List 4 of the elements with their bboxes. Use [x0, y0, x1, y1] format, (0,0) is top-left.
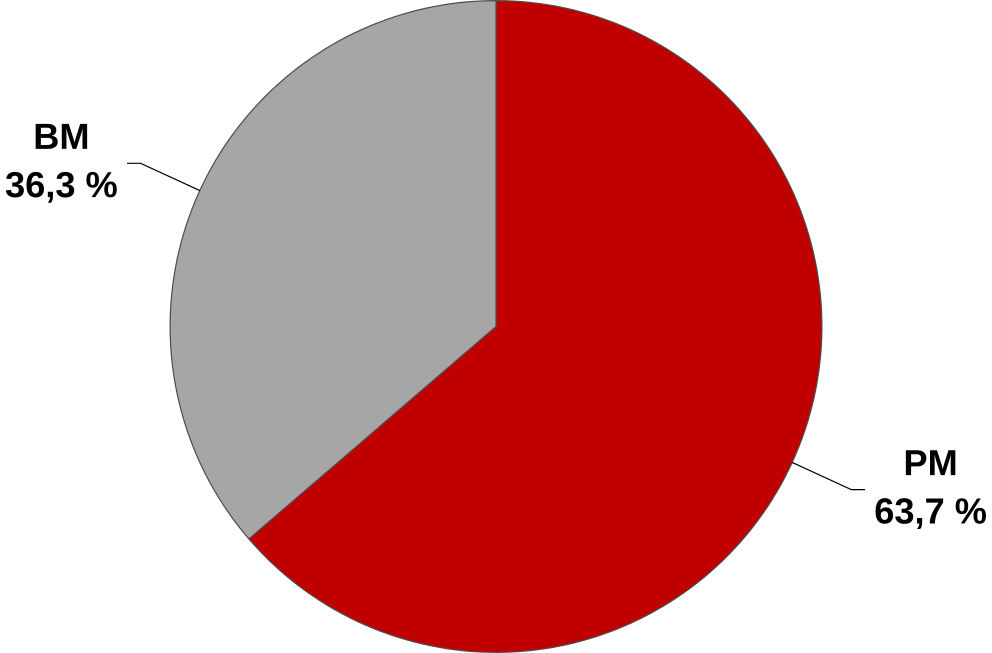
data-label: 63,7 %: [876, 498, 986, 530]
slice-label: BM: [36, 124, 88, 149]
data-label: 36,3 %: [6, 172, 117, 203]
slice-label: PM: [906, 450, 956, 476]
